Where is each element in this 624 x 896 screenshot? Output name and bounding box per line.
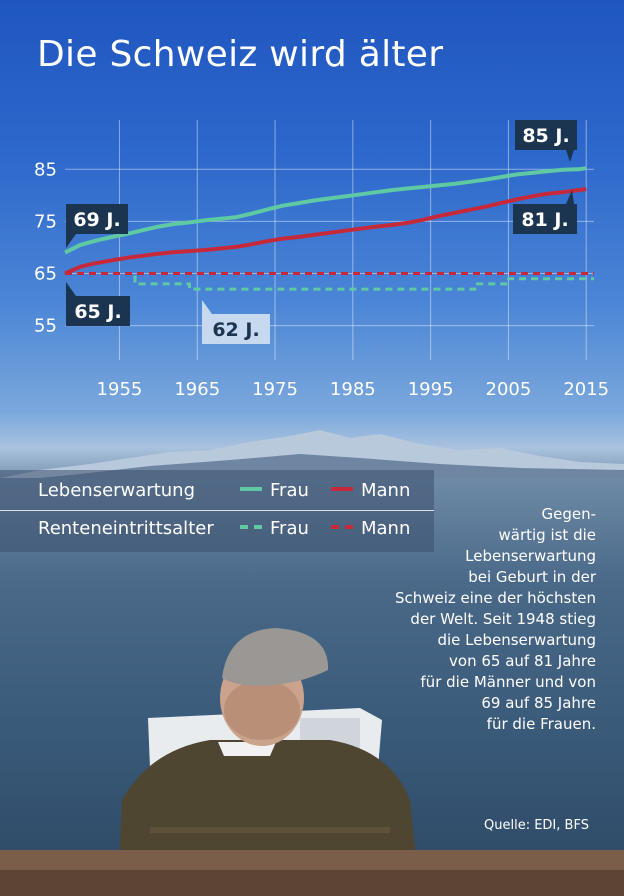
callout-box — [513, 204, 577, 234]
legend-divider — [0, 510, 434, 511]
callout-label: 62 J. — [212, 319, 259, 341]
legend-text-frau-rente: Frau — [270, 518, 309, 539]
solid-red-line-icon — [331, 487, 353, 491]
explanation-line: wärtig ist die — [498, 526, 596, 544]
y-tick-label: 85 — [34, 159, 57, 180]
dashed-teal-line-icon — [240, 525, 262, 529]
callout-pointer — [66, 282, 76, 296]
series-line-renteneintrittsalter-frau — [65, 272, 594, 291]
callout-pointer — [566, 190, 574, 204]
legend-key-mann-solid: Mann — [331, 480, 410, 501]
callout-pointer — [202, 300, 212, 314]
legend-label-renteneintrittsalter: Renteneintrittsalter — [38, 518, 214, 539]
explanation-line: bei Geburt in der — [468, 568, 596, 586]
explanation-line: 69 auf 85 Jahre — [481, 694, 596, 712]
callout-pointer — [66, 234, 76, 248]
legend-text-mann-rente: Mann — [361, 518, 411, 539]
y-tick-label: 75 — [34, 211, 57, 232]
legend-key-frau-dashed: Frau — [240, 518, 309, 539]
legend-key-frau-solid: Frau — [240, 480, 309, 501]
x-tick-label: 1995 — [408, 379, 454, 400]
legend-text-frau: Frau — [270, 480, 309, 501]
man-reading-newspaper-photo — [0, 628, 624, 896]
solid-teal-line-icon — [240, 487, 262, 491]
y-tick-label: 65 — [34, 263, 57, 284]
callout-box — [515, 120, 577, 150]
callout-label: 81 J. — [521, 209, 568, 231]
explanation-line: für die Männer und von — [420, 673, 596, 691]
explanation-line: von 65 auf 81 Jahre — [449, 652, 596, 670]
legend-key-mann-dashed: Mann — [331, 518, 410, 539]
explanation-line: für die Frauen. — [486, 715, 596, 733]
callout-pointer — [566, 150, 574, 162]
x-tick-label: 1985 — [330, 379, 376, 400]
x-tick-label: 1975 — [252, 379, 298, 400]
explanation-line: die Lebenserwartung — [437, 631, 596, 649]
callout-label: 69 J. — [73, 209, 120, 231]
legend-text-mann: Mann — [361, 480, 411, 501]
explanation-text: Gegen-wärtig ist die Lebenserwartung bei G… — [366, 504, 596, 735]
series-line-lebenserwartung-frau — [64, 166, 587, 255]
callout-box — [66, 204, 128, 234]
y-tick-label: 55 — [34, 316, 57, 337]
series-line-lebenserwartung-mann — [64, 187, 587, 276]
explanation-line: Lebenserwartung — [465, 547, 596, 565]
callout-label: 85 J. — [522, 125, 569, 147]
x-tick-label: 2005 — [486, 379, 532, 400]
callout-label: 65 J. — [74, 301, 121, 323]
legend-label-lebenserwartung: Lebenserwartung — [38, 480, 195, 501]
x-tick-label: 2015 — [563, 379, 609, 400]
source-text: Quelle: EDI, BFS — [484, 818, 589, 833]
x-tick-label: 1955 — [97, 379, 143, 400]
x-tick-label: 1965 — [174, 379, 220, 400]
callout-box — [202, 314, 270, 344]
dashed-red-line-icon — [331, 525, 353, 529]
explanation-line: Schweiz eine der höchsten — [394, 589, 596, 607]
chart-title: Die Schweiz wird älter — [37, 34, 444, 75]
line-chart: 1955 1965 1975 1985 1995 2005 2015 55 65 75 85 85 J… — [34, 120, 609, 400]
explanation-line: der Welt. Seit 1948 stieg — [410, 610, 596, 628]
explanation-line: Gegen- — [541, 505, 596, 523]
legend-box: Lebenserwartung Frau Mann Renteneintritt… — [0, 470, 434, 552]
callout-box — [66, 296, 130, 326]
